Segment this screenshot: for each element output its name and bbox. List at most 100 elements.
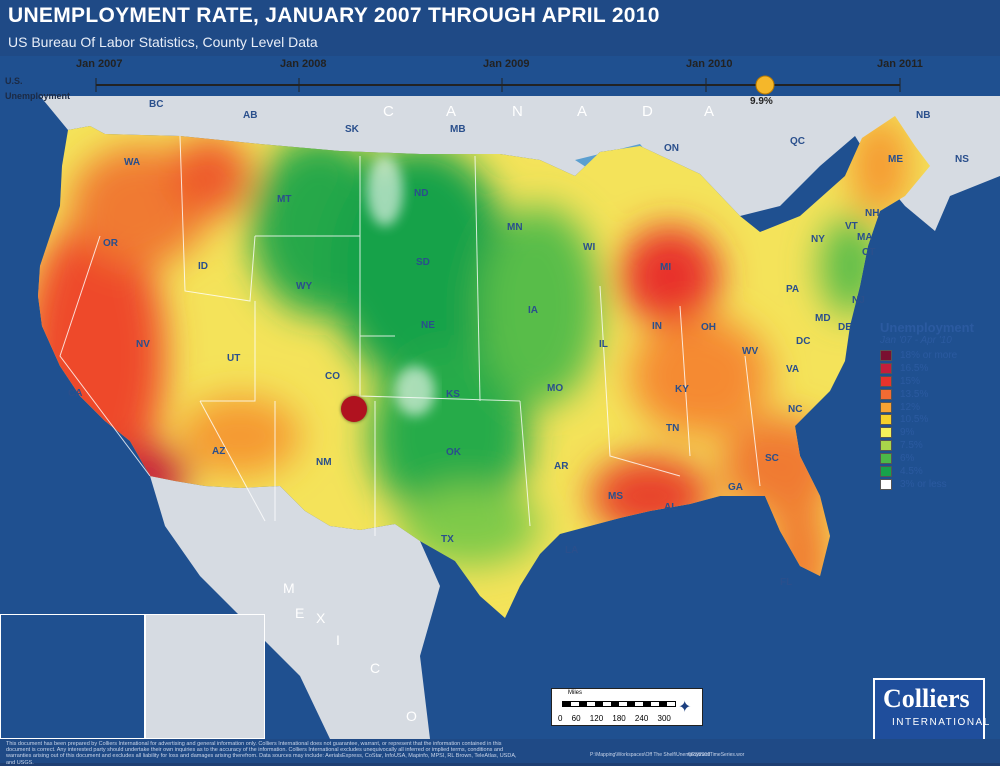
canada-letter-1: C bbox=[383, 103, 395, 120]
state-id: ID bbox=[198, 261, 208, 272]
scale-labels: 0 60 120 180 240 300 bbox=[558, 714, 671, 723]
legend-label: 16.5% bbox=[900, 362, 929, 374]
legend-item: 9% bbox=[880, 426, 998, 439]
legend-label: 3% or less bbox=[900, 478, 947, 490]
state-oh: OH bbox=[701, 322, 716, 333]
tick-jan-2011: Jan 2011 bbox=[877, 58, 923, 70]
legend-label: 7.5% bbox=[900, 440, 923, 452]
legend-swatch bbox=[880, 349, 892, 361]
logo-sub: INTERNATIONAL bbox=[892, 717, 991, 728]
legend-subtitle: Jan '07 - Apr '10 bbox=[880, 335, 952, 346]
legend-item: 18% or more bbox=[880, 349, 998, 362]
state-ca: CA bbox=[68, 388, 83, 399]
legend: Unemployment Jan '07 - Apr '10 18% or mo… bbox=[880, 320, 998, 506]
state-sc: SC bbox=[765, 453, 779, 464]
state-ia: IA bbox=[528, 305, 538, 316]
state-nh: NH bbox=[865, 208, 880, 219]
state-ga: GA bbox=[728, 482, 743, 493]
legend-swatch bbox=[880, 375, 892, 387]
state-ks: KS bbox=[446, 389, 460, 400]
state-ne: NE bbox=[421, 320, 435, 331]
canada-letter-4: A bbox=[577, 103, 589, 120]
state-mi: MI bbox=[660, 262, 672, 273]
province-sk: SK bbox=[345, 124, 359, 135]
footer: This document has been prepared by Colli… bbox=[0, 739, 1000, 766]
legend-item: 4.5% bbox=[880, 465, 998, 478]
state-wa: WA bbox=[124, 157, 141, 168]
legend-item: 16.5% bbox=[880, 362, 998, 375]
legend-item: 10.5% bbox=[880, 413, 998, 426]
scale-ruler bbox=[562, 701, 676, 707]
province-qc: QC bbox=[790, 136, 805, 147]
province-ns: NS bbox=[955, 154, 969, 165]
legend-label: 15% bbox=[900, 375, 921, 387]
legend-item: 6% bbox=[880, 452, 998, 465]
map-subtitle: US Bureau Of Labor Statistics, County Le… bbox=[8, 34, 318, 50]
mexico-letter-3: X bbox=[316, 610, 326, 626]
legend-label: 12% bbox=[900, 401, 921, 413]
alaska-inset bbox=[145, 614, 265, 739]
state-nd: ND bbox=[414, 188, 429, 199]
header-bar: UNEMPLOYMENT RATE, JANUARY 2007 THROUGH … bbox=[0, 0, 1000, 56]
province-nb: NB bbox=[916, 110, 931, 121]
legend-label: 10.5% bbox=[900, 414, 929, 426]
mexico-letter-1: M bbox=[283, 580, 295, 596]
state-in: IN bbox=[652, 321, 662, 332]
footer-path: P:\Mapping\Workspaces\Off The Shelf\Unem… bbox=[590, 752, 745, 758]
state-la: LA bbox=[565, 545, 579, 556]
tick-jan-2007: Jan 2007 bbox=[76, 58, 123, 70]
legend-swatch bbox=[880, 465, 892, 477]
state-sd: SD bbox=[416, 257, 430, 268]
legend-title: Unemployment bbox=[880, 320, 974, 335]
legend-rows: 18% or more 16.5% 15% 13.5% 12% 10.5% 9% 7.5% 6%… bbox=[880, 349, 998, 491]
state-nj: NJ bbox=[852, 295, 865, 306]
state-ky: KY bbox=[675, 384, 689, 395]
state-mo: MO bbox=[547, 383, 564, 394]
us-unemployment-label: U.S. Unemployment bbox=[5, 74, 70, 104]
state-il: IL bbox=[599, 339, 608, 350]
legend-swatch bbox=[880, 478, 892, 490]
state-nc: NC bbox=[788, 404, 803, 415]
timeline bbox=[95, 75, 901, 95]
tick-jan-2010: Jan 2010 bbox=[686, 58, 733, 70]
scale-bar: Miles 0 60 120 180 240 300 ✦ bbox=[551, 688, 703, 726]
legend-swatch bbox=[880, 388, 892, 400]
state-ct: CT bbox=[862, 247, 876, 258]
legend-label: 4.5% bbox=[900, 465, 923, 477]
hawaii-inset bbox=[0, 614, 145, 739]
province-bc: BC bbox=[149, 99, 164, 110]
us-label-line1: U.S. bbox=[5, 76, 23, 86]
mexico-letter-6: O bbox=[406, 708, 417, 724]
state-mt: MT bbox=[277, 194, 292, 205]
province-mb: MB bbox=[450, 124, 466, 135]
state-co: CO bbox=[325, 371, 340, 382]
mexico-letter-2: E bbox=[295, 605, 305, 621]
province-on: ON bbox=[664, 143, 679, 154]
legend-item: 3% or less bbox=[880, 478, 998, 491]
legend-swatch bbox=[880, 453, 892, 465]
state-or: OR bbox=[103, 238, 118, 249]
canada-letter-3: N bbox=[512, 103, 524, 120]
legend-label: 6% bbox=[900, 453, 915, 465]
province-ab: AB bbox=[243, 110, 258, 121]
state-tx: TX bbox=[441, 534, 454, 545]
state-al: AL bbox=[664, 502, 678, 513]
state-de: DE bbox=[838, 322, 852, 333]
state-ms: MS bbox=[608, 491, 623, 502]
state-ut: UT bbox=[227, 353, 241, 364]
legend-swatch bbox=[880, 414, 892, 426]
legend-label: 9% bbox=[900, 427, 915, 439]
timeline-marker-value: 9.9% bbox=[750, 96, 773, 107]
state-fl: FL bbox=[780, 577, 793, 588]
state-vt: VT bbox=[845, 221, 858, 232]
map-pin-icon[interactable] bbox=[341, 396, 367, 422]
state-nv: NV bbox=[136, 339, 150, 350]
state-pa: PA bbox=[786, 284, 800, 295]
legend-swatch bbox=[880, 440, 892, 452]
mexico-land bbox=[150, 476, 440, 739]
timeline-ticks bbox=[95, 78, 901, 92]
timeline-marker[interactable] bbox=[755, 75, 775, 95]
state-ar: AR bbox=[554, 461, 569, 472]
state-ok: OK bbox=[446, 447, 461, 458]
state-wi: WI bbox=[583, 242, 596, 253]
